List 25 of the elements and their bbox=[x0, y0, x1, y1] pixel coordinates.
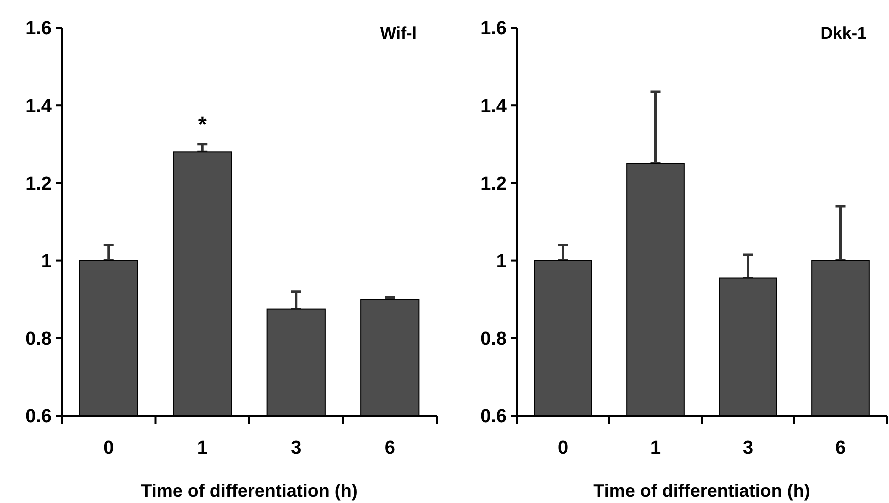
y-tick-label: 0.6 bbox=[26, 406, 52, 428]
y-tick-label: 0.8 bbox=[26, 329, 52, 350]
x-tick-label: 0 bbox=[558, 438, 569, 459]
x-axis-title: Time of differentiation (h) bbox=[141, 481, 358, 501]
y-tick-label: 1 bbox=[496, 251, 508, 272]
annotation: * bbox=[198, 112, 208, 137]
x-tick-label: 0 bbox=[104, 438, 114, 459]
y-tick-label: 1.4 bbox=[480, 96, 508, 118]
y-tick-label: 0.6 bbox=[480, 406, 507, 428]
y-tick-label: 0.8 bbox=[480, 329, 507, 350]
y-tick-label: 1.2 bbox=[26, 174, 52, 195]
chart-title: Wif-l bbox=[380, 24, 417, 43]
x-tick-label: 1 bbox=[197, 438, 208, 459]
y-tick-label: 1.2 bbox=[480, 174, 507, 195]
x-tick-label: 6 bbox=[384, 438, 396, 459]
x-tick-label: 3 bbox=[291, 438, 302, 459]
x-tick-label: 6 bbox=[835, 438, 846, 459]
x-axis-title: Time of differentiation (h) bbox=[594, 481, 810, 501]
chart-title: Dkk-1 bbox=[820, 24, 867, 43]
y-tick-label: 1.6 bbox=[26, 18, 52, 40]
x-tick-label: 1 bbox=[650, 438, 662, 459]
x-tick-label: 3 bbox=[742, 438, 754, 459]
y-tick-label: 1.4 bbox=[26, 96, 52, 118]
y-tick-label: 1 bbox=[41, 251, 52, 272]
y-tick-label: 1.6 bbox=[480, 18, 507, 40]
